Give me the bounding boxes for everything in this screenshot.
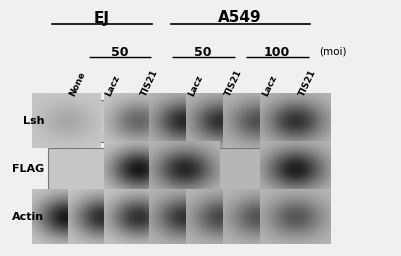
Text: 50: 50 bbox=[111, 46, 129, 59]
Bar bbox=[48, 148, 156, 190]
Text: A549: A549 bbox=[218, 10, 262, 26]
Bar bbox=[48, 196, 156, 238]
Text: TIS21: TIS21 bbox=[223, 68, 244, 98]
Text: (moi): (moi) bbox=[319, 47, 346, 57]
Bar bbox=[166, 148, 314, 190]
Bar bbox=[48, 100, 156, 142]
Text: TIS21: TIS21 bbox=[298, 68, 318, 98]
Text: None: None bbox=[68, 70, 87, 98]
Text: EJ: EJ bbox=[94, 10, 110, 26]
Text: Actin: Actin bbox=[12, 212, 44, 222]
Text: Lacz: Lacz bbox=[186, 74, 204, 98]
Text: Lsh: Lsh bbox=[22, 116, 44, 126]
Text: Lacz: Lacz bbox=[261, 74, 278, 98]
Text: TIS21: TIS21 bbox=[140, 68, 160, 98]
Bar bbox=[166, 196, 314, 238]
Bar bbox=[166, 100, 314, 142]
Text: FLAG: FLAG bbox=[12, 164, 44, 174]
Text: 100: 100 bbox=[264, 46, 290, 59]
Text: Lacz: Lacz bbox=[104, 74, 122, 98]
Text: 50: 50 bbox=[194, 46, 212, 59]
